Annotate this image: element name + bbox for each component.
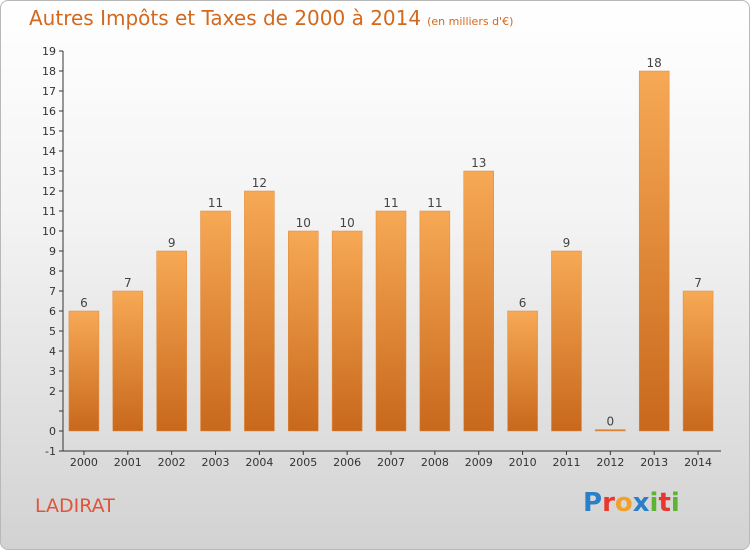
bar [551, 250, 582, 432]
x-tick-label: 2006 [333, 456, 361, 469]
data-label: 10 [339, 216, 354, 230]
data-label: 11 [383, 196, 398, 210]
data-label: 11 [427, 196, 442, 210]
y-tick-label: 8 [49, 265, 56, 278]
data-label: 6 [80, 296, 88, 310]
y-tick-label: 5 [49, 325, 56, 338]
y-tick-label: 6 [49, 305, 56, 318]
data-label: 13 [471, 156, 486, 170]
y-tick-label: 18 [42, 65, 56, 78]
y-tick-label: 16 [42, 105, 56, 118]
x-tick-label: 2000 [70, 456, 98, 469]
bar [112, 290, 144, 432]
proxiti-logo: Proxiti [583, 488, 680, 518]
bars [68, 70, 714, 432]
y-tick-label: 0 [49, 425, 56, 438]
bar [244, 190, 275, 432]
x-tick-label: 2001 [114, 456, 142, 469]
bar [375, 210, 407, 432]
data-label: 11 [208, 196, 223, 210]
bar [507, 310, 538, 432]
x-tick-label: 2005 [289, 456, 317, 469]
logo-letter: r [602, 488, 615, 518]
x-tick-label: 2012 [596, 456, 624, 469]
x-tick-label: 2004 [245, 456, 273, 469]
y-tick-label: 2 [49, 385, 56, 398]
logo-letter: x [632, 488, 650, 518]
bar [463, 170, 494, 432]
logo-letter: i [649, 488, 659, 518]
data-label: 9 [563, 236, 571, 250]
bar [638, 70, 670, 432]
x-tick-label: 2008 [421, 456, 449, 469]
x-tick-label: 2007 [377, 456, 405, 469]
y-tick-label: 17 [42, 85, 56, 98]
data-label: 9 [168, 236, 176, 250]
axes: -1 0 2 3 4 5 6 7 8 9 10 11 12 13 14 15 16 17 18 19 2000 2001 2… [42, 45, 721, 469]
data-label: 0 [607, 415, 615, 429]
chart-title-text: Autres Impôts et Taxes de 2000 à 2014 [29, 6, 422, 30]
bar [682, 290, 714, 432]
y-tick-label: -1 [45, 445, 56, 458]
y-tick-label: 19 [42, 45, 56, 58]
data-label: 7 [124, 276, 132, 290]
bar [419, 210, 451, 432]
data-label: 12 [252, 176, 267, 190]
bar [200, 210, 231, 432]
logo-letter: o [614, 488, 633, 518]
x-tick-label: 2009 [465, 456, 493, 469]
x-tick-label: 2013 [640, 456, 668, 469]
data-label: 10 [296, 216, 311, 230]
x-tick-label: 2010 [509, 456, 537, 469]
bar [595, 429, 626, 432]
bar [331, 230, 363, 432]
chart-subtitle: (en milliers d'€) [427, 15, 514, 28]
logo-letter: i [670, 488, 680, 518]
y-tick-label: 10 [42, 225, 56, 238]
y-tick-label: 11 [42, 205, 56, 218]
data-label: 18 [647, 56, 662, 70]
data-label: 6 [519, 296, 527, 310]
y-tick-label: 14 [42, 145, 56, 158]
x-tick-label: 2003 [202, 456, 230, 469]
y-tick-label: 3 [49, 365, 56, 378]
y-tick-label: 9 [49, 245, 56, 258]
bar [288, 230, 319, 432]
y-tick-label: 13 [42, 165, 56, 178]
logo-letter: P [583, 488, 603, 518]
bar [156, 250, 187, 432]
data-labels: 6 7 9 11 12 10 10 11 11 13 6 9 0 18 7 [80, 56, 702, 429]
x-tick-label: 2011 [552, 456, 580, 469]
chart-title: Autres Impôts et Taxes de 2000 à 2014 (en… [29, 6, 513, 30]
bar [68, 310, 100, 432]
y-tick-label: 7 [49, 285, 56, 298]
x-tick-label: 2002 [158, 456, 186, 469]
y-tick-label: 15 [42, 125, 56, 138]
logo-letter: t [658, 488, 671, 518]
x-tick-label: 2014 [684, 456, 712, 469]
commune-name: LADIRAT [35, 495, 115, 517]
y-tick-label: 12 [42, 185, 56, 198]
data-label: 7 [694, 276, 702, 290]
y-tick-label: 4 [49, 345, 56, 358]
